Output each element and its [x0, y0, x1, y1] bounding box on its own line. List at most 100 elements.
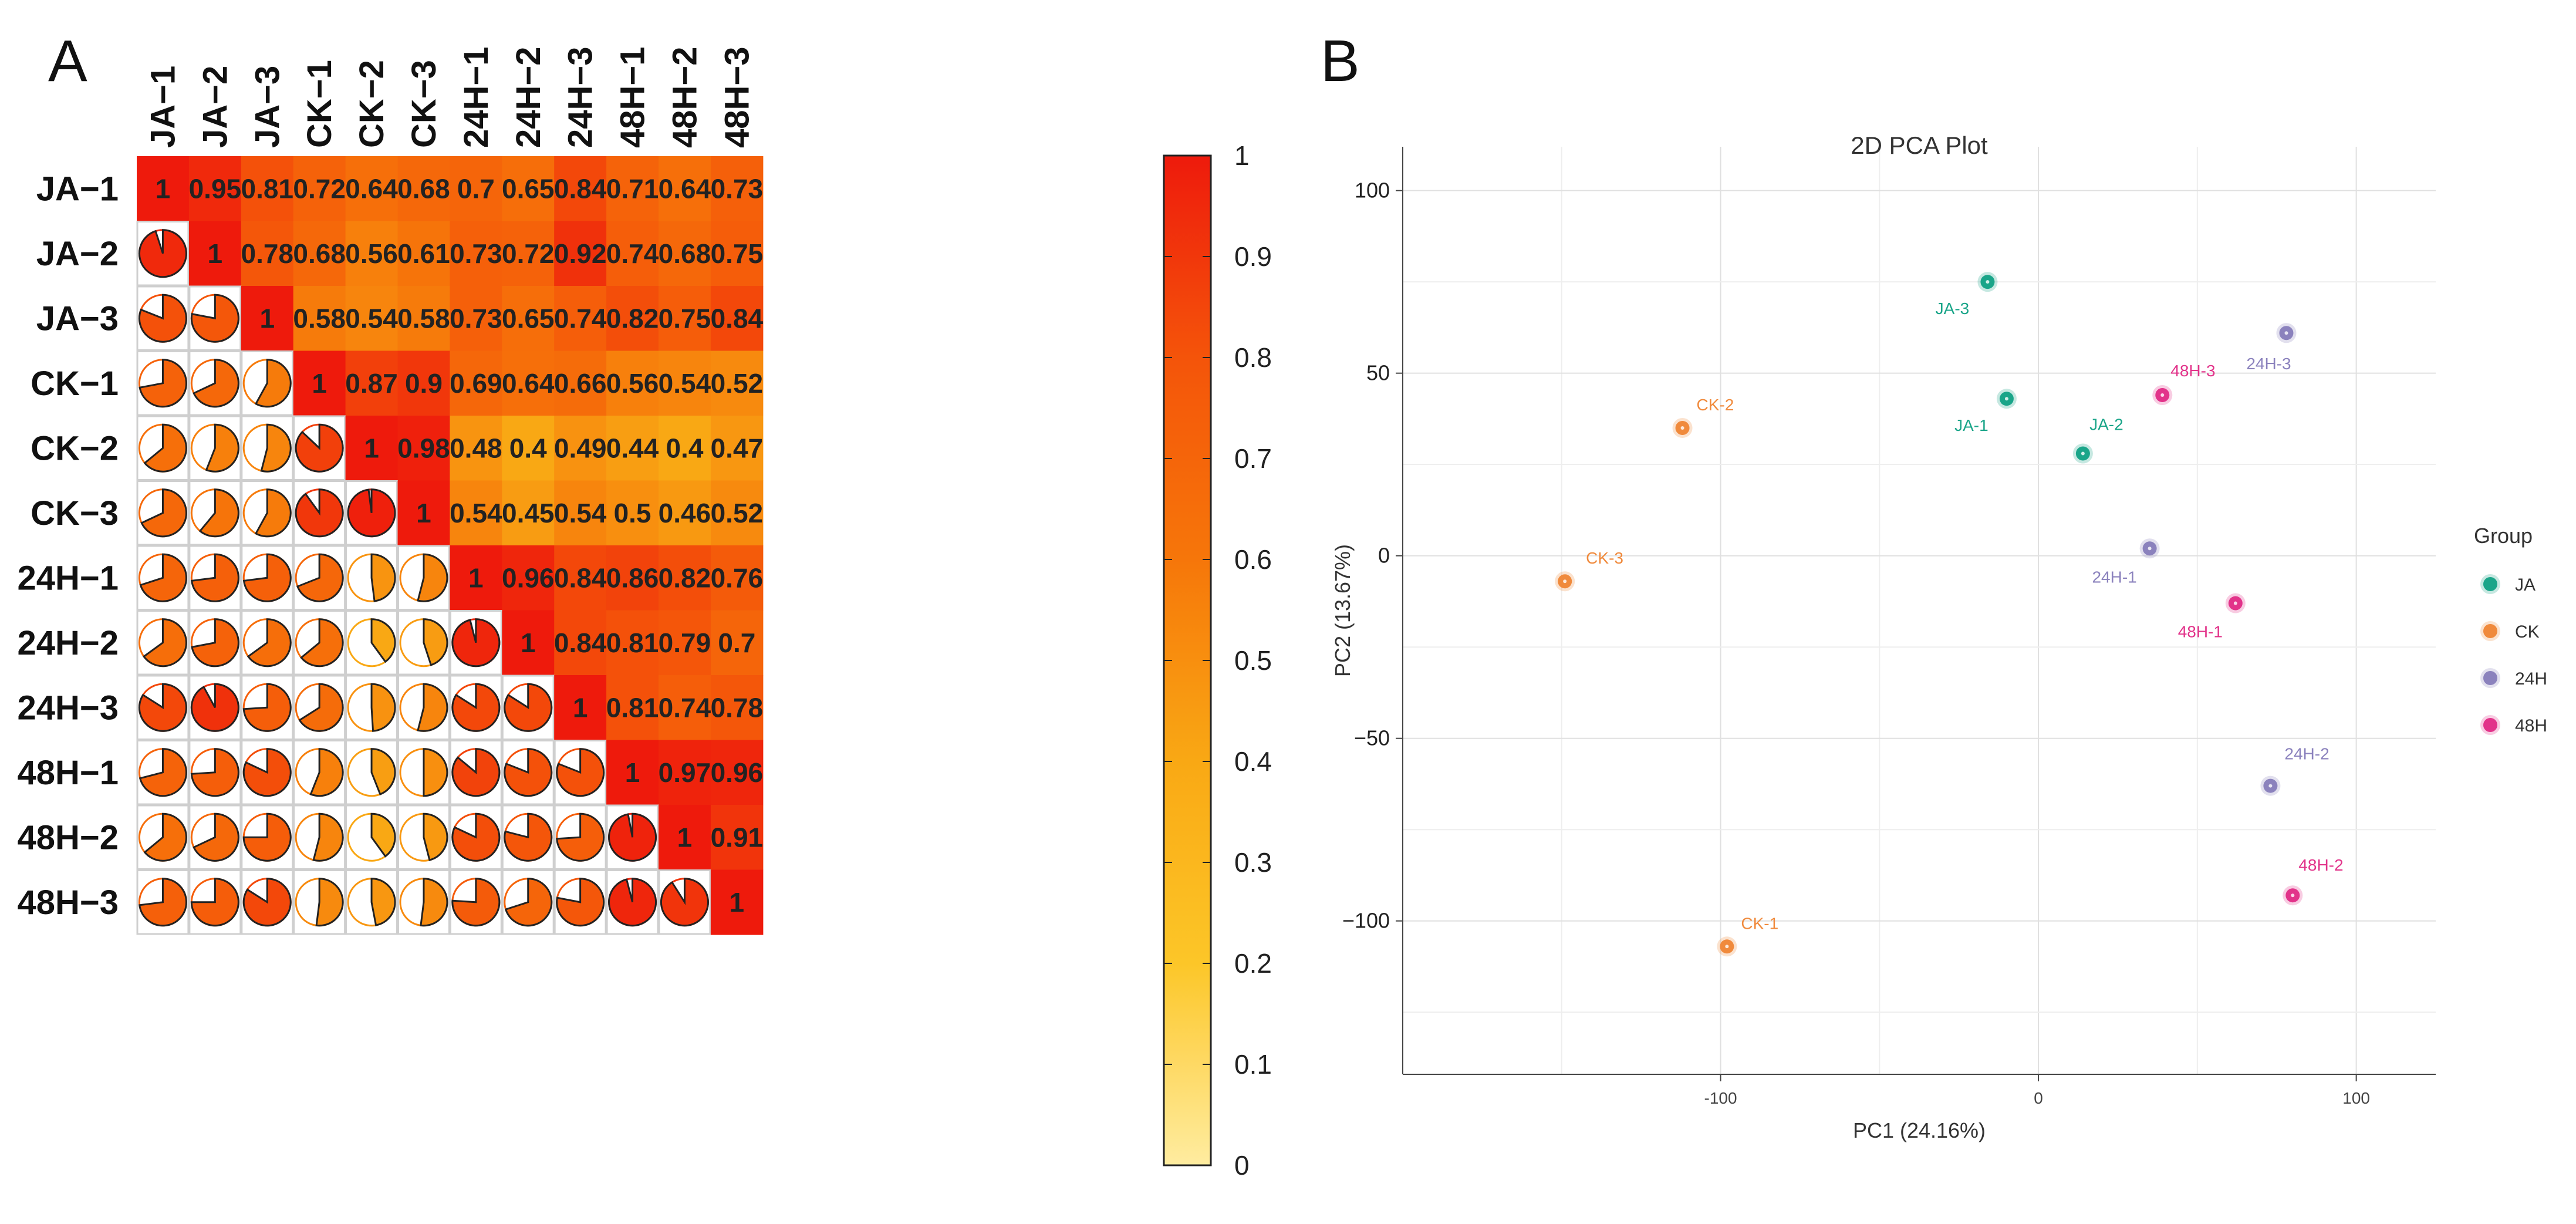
pca-point-label: CK-2: [1697, 396, 1734, 414]
heatmap-cell: [659, 610, 711, 676]
pie-slice: [190, 748, 239, 797]
pca-y-tick-label: 100: [1355, 178, 1390, 203]
heatmap-cell: [710, 286, 764, 352]
heatmap-cell-value: 0.82: [606, 303, 659, 333]
heatmap-cell: [293, 156, 346, 222]
heatmap-cell: [710, 480, 764, 546]
heatmap-cell-value: 0.76: [711, 562, 764, 593]
heatmap-cell-value: 0.47: [711, 433, 764, 463]
heatmap-row-label: 48H−1: [17, 754, 119, 792]
heatmap-cell-value: 0.79: [659, 628, 711, 658]
heatmap-cell-value: 1: [677, 822, 693, 852]
heatmap-cell-value: 0.56: [345, 238, 398, 269]
heatmap-cell-value: 0.75: [659, 303, 711, 333]
heatmap-cell: [606, 221, 659, 286]
heatmap-cell: [606, 675, 659, 741]
heatmap-cell-value: 0.87: [345, 368, 398, 399]
heatmap-cell-value: 0.4: [509, 433, 547, 463]
heatmap-column-label: 24H−1: [457, 46, 495, 148]
pie-slice: [254, 359, 292, 408]
pie-slice: [370, 618, 396, 663]
pca-point-center: [1680, 426, 1684, 430]
pie-slice: [143, 812, 187, 862]
heatmap-cell: [502, 286, 555, 352]
pie-slice: [190, 683, 239, 732]
heatmap-cell: [710, 545, 764, 611]
pca-plot-area: [1403, 147, 2436, 1074]
heatmap-column-label: 48H−2: [666, 46, 704, 148]
heatmap-cell-value: 0.58: [293, 303, 346, 333]
colorbar-label: 0.1: [1234, 1049, 1272, 1080]
pie-slice: [347, 488, 396, 538]
heatmap-cell-value: 0.64: [502, 368, 555, 399]
heatmap-cell: [397, 286, 450, 352]
pca-point-center: [2284, 331, 2288, 335]
heatmap-cell: [606, 416, 659, 481]
heatmap-cell: [450, 156, 502, 222]
colorbar-label: 0.5: [1234, 645, 1272, 676]
heatmap-cell: [554, 156, 607, 222]
heatmap-cell-value: 0.54: [659, 368, 711, 399]
heatmap-cell-value: 0.95: [189, 173, 242, 204]
pie-slice: [242, 553, 292, 602]
heatmap-cell-value: 1: [573, 692, 588, 723]
pie-slice: [193, 812, 239, 862]
heatmap-cell-value: 0.64: [659, 173, 711, 204]
heatmap-cell: [345, 350, 399, 416]
heatmap-cell: [606, 156, 659, 222]
pie-slice: [300, 618, 344, 667]
pie-slice: [190, 553, 239, 602]
pie-slice: [370, 878, 396, 926]
heatmap-column-label: CK−3: [405, 60, 443, 148]
heatmap-cell: [710, 221, 764, 286]
heatmap-cell-value: 0.91: [711, 822, 764, 852]
colorbar-label: 0.3: [1234, 847, 1272, 878]
pie-slice: [254, 488, 292, 538]
legend-swatch: [2483, 577, 2497, 591]
heatmap-cell-value: 1: [468, 562, 484, 593]
heatmap-row-label: 48H−2: [17, 818, 119, 857]
heatmap-cell-value: 0.81: [606, 628, 659, 658]
heatmap-cell: [659, 805, 711, 871]
heatmap-cell-value: 0.73: [450, 303, 502, 333]
heatmap-cell-value: 0.65: [502, 173, 555, 204]
heatmap-cell-value: 0.65: [502, 303, 555, 333]
panel-a-letter: A: [48, 28, 87, 94]
pie-slice: [556, 748, 605, 797]
heatmap-row-label: JA−1: [36, 170, 119, 208]
heatmap-cell-value: 0.71: [606, 173, 659, 204]
heatmap-cell-value: 1: [521, 628, 536, 658]
heatmap-cell-value: 0.58: [397, 303, 450, 333]
heatmap-cell: [554, 350, 607, 416]
heatmap-cells: 1 0.95 0.81 0.72 0.64 0.68 0.7 0.65 0.84 0.71 0.64…: [136, 156, 764, 935]
heatmap-cell-value: 0.73: [711, 173, 764, 204]
heatmap-cell: [554, 286, 607, 352]
pie-slice: [191, 618, 239, 667]
heatmap-cell-value: 0.98: [397, 433, 450, 463]
pca-title: 2D PCA Plot: [1851, 131, 1988, 159]
heatmap-column-label: CK−2: [353, 60, 391, 148]
heatmap-cell-value: 1: [364, 433, 379, 463]
pie-slice: [370, 553, 396, 602]
heatmap-cell: [502, 480, 555, 546]
pca-legend: Group JA CK 24H 48H: [2474, 524, 2547, 736]
pie-slice: [556, 878, 605, 927]
heatmap-cell-value: 1: [730, 887, 745, 918]
pca-grid: [1403, 147, 2436, 1074]
heatmap-cell: [554, 416, 607, 481]
pie-slice: [193, 359, 239, 408]
heatmap-cell: [554, 610, 607, 676]
heatmap-cell-value: 0.82: [659, 562, 711, 593]
heatmap-cell: [710, 350, 764, 416]
heatmap-cell-value: 1: [156, 173, 171, 204]
heatmap-cell-value: 0.52: [711, 498, 764, 528]
heatmap-cell: [606, 480, 659, 546]
pie-slice: [423, 618, 448, 666]
heatmap-cell-value: 0.54: [554, 498, 607, 528]
heatmap-cell: [606, 740, 659, 805]
heatmap-cell-value: 0.7: [718, 628, 755, 658]
colorbar-label: 0.4: [1234, 746, 1272, 777]
pie-slice: [260, 423, 292, 473]
heatmap-cell: [293, 221, 346, 286]
